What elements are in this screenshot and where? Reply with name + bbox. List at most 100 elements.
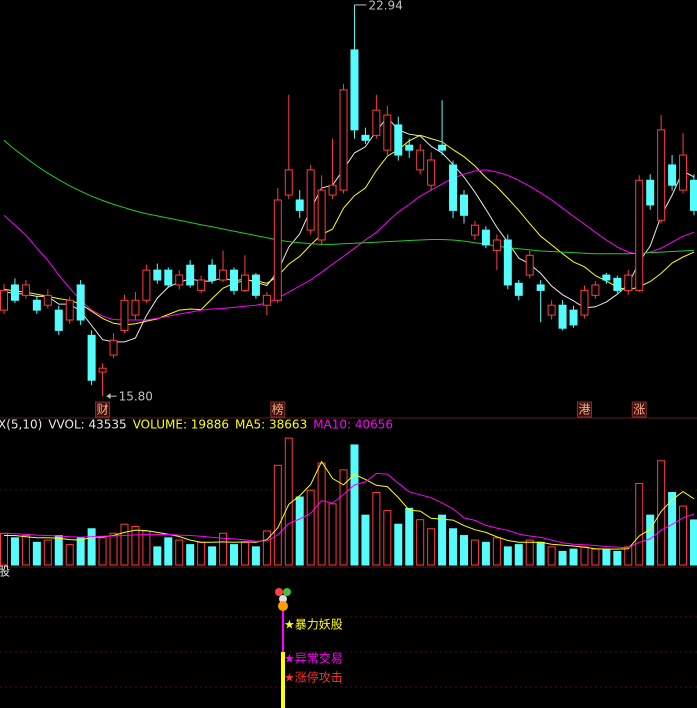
volume-bar — [10, 537, 19, 566]
volume-bar — [262, 530, 271, 566]
volume-bar — [383, 510, 392, 566]
volume-bar — [32, 541, 41, 566]
candle-body — [350, 49, 359, 131]
candle-body — [613, 277, 622, 291]
volume-bar — [131, 525, 140, 566]
volume-bar — [492, 537, 501, 566]
volume-header: MA5: 38663 — [235, 418, 307, 432]
candle-body — [21, 284, 30, 296]
signal-label: ★暴力妖股 — [284, 618, 343, 632]
volume-bar — [427, 528, 436, 566]
volume-bar — [120, 523, 129, 566]
volume-bar — [679, 505, 688, 566]
candle-body — [142, 269, 151, 301]
candle-body — [65, 299, 74, 321]
candle-body — [0, 289, 8, 311]
candle-body — [690, 179, 697, 211]
candle-body — [186, 264, 195, 286]
volume-average-line — [4, 460, 695, 550]
candle-body — [284, 169, 293, 196]
volume-bar — [21, 535, 30, 566]
volume-bar — [525, 539, 534, 566]
signal-label: ★涨停攻击 — [284, 670, 343, 685]
volume-bar — [87, 528, 96, 566]
candle-body — [361, 134, 370, 141]
event-marker-box — [631, 401, 647, 418]
volume-bar — [54, 535, 63, 566]
volume-bar — [65, 544, 74, 566]
volume-bar — [514, 544, 523, 566]
candle-body — [558, 304, 567, 329]
volume-bar — [416, 519, 425, 566]
event-marker: 榜 — [272, 402, 284, 417]
volume-header: VOLUME: 19886 — [133, 418, 229, 432]
candle-body — [120, 299, 129, 331]
candle-body — [427, 159, 436, 186]
low-annotation: 15.80 — [119, 390, 153, 404]
volume-bar — [470, 539, 479, 566]
volume-bar — [164, 537, 173, 566]
candle-body — [591, 284, 600, 296]
volume-bar — [219, 532, 228, 566]
candle-body — [317, 189, 326, 241]
candle-body — [208, 264, 217, 281]
event-marker: 财 — [97, 403, 109, 417]
volume-bar — [76, 537, 85, 566]
candle-body — [536, 284, 545, 291]
volume-bar — [690, 519, 697, 566]
candle-body — [43, 294, 52, 306]
volume-bar — [503, 546, 512, 566]
volume-bar — [240, 541, 249, 566]
candle-body — [657, 129, 666, 221]
candle-body — [219, 269, 228, 281]
signal-dot — [278, 601, 288, 611]
low-pointer-head — [106, 393, 111, 400]
volume-bar — [547, 546, 556, 566]
volume-bar — [361, 514, 370, 566]
volume-bar — [273, 464, 282, 566]
signal-icon — [275, 588, 291, 708]
candle-body — [449, 164, 458, 211]
candle-body — [492, 239, 501, 251]
volume-bar — [394, 523, 403, 566]
volume-bar — [208, 546, 217, 566]
volume-bar — [372, 492, 381, 566]
volume-bar — [186, 544, 195, 566]
volume-bar — [295, 496, 304, 566]
volume-bar — [109, 532, 118, 566]
candle-body — [273, 199, 282, 301]
candle-body — [98, 367, 107, 373]
volume-bar — [306, 489, 315, 566]
candle-body — [372, 109, 381, 136]
volume-bar — [602, 548, 611, 566]
event-marker-box — [576, 401, 592, 418]
candle-body — [525, 254, 534, 276]
high-annotation: 22.94 — [368, 0, 402, 12]
candle-body — [339, 89, 348, 191]
candle-body — [394, 124, 403, 156]
moving-average-line — [3, 139, 695, 255]
volume-average-line — [3, 472, 695, 549]
candle-body — [295, 199, 304, 211]
volume-bar — [43, 539, 52, 566]
volume-bar — [591, 548, 600, 566]
volume-bar — [624, 546, 633, 566]
volume-bar — [98, 537, 107, 566]
candle-body — [569, 309, 578, 326]
signal-label: ★异常交易 — [284, 651, 343, 666]
volume-bar — [405, 507, 414, 566]
candle-body — [646, 179, 655, 206]
moving-average-line — [3, 116, 695, 343]
candle-body — [460, 194, 468, 216]
volume-bar — [251, 546, 260, 566]
candle-body — [635, 179, 644, 291]
candle-body — [87, 334, 96, 381]
event-marker-box — [270, 401, 286, 418]
event-marker-box — [95, 401, 111, 418]
candle-body — [54, 309, 63, 331]
volume-bar — [536, 541, 545, 566]
volume-bar — [569, 548, 578, 566]
candle-body — [679, 154, 688, 191]
candle-body — [306, 169, 315, 231]
candle-body — [481, 229, 490, 246]
